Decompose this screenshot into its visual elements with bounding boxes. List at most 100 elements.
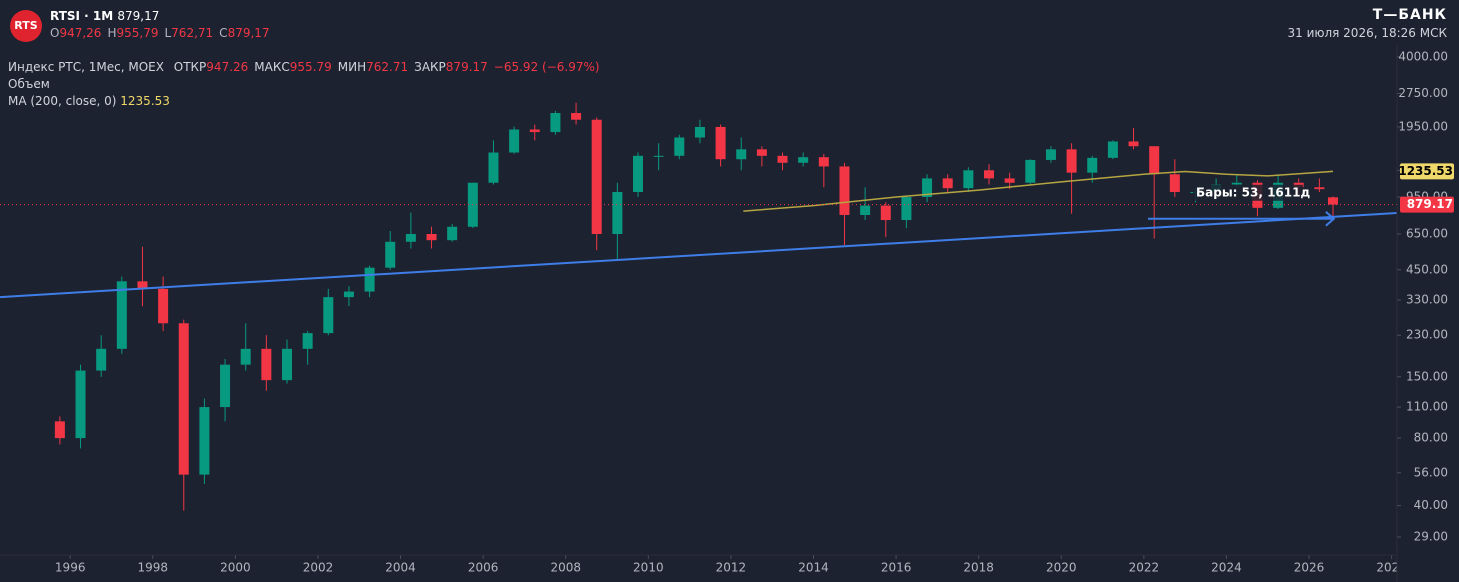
candle-body <box>777 155 788 163</box>
measure-label-bg <box>1192 184 1303 201</box>
candle-body <box>488 152 499 183</box>
candle-body <box>922 178 933 198</box>
candle-body <box>860 205 871 215</box>
ma-value: 1235.53 <box>120 94 170 108</box>
price-tag-label: 1235.53 <box>1398 164 1453 178</box>
candle-body <box>550 113 561 133</box>
legend-key: ОТКР <box>173 60 207 74</box>
legend-value: 955.79 <box>289 60 332 74</box>
candle-body <box>1107 141 1118 158</box>
x-tick-label: 2024 <box>1211 561 1242 575</box>
legend-value: 762.71 <box>366 60 409 74</box>
y-tick-label: 56.00 <box>1414 465 1448 479</box>
y-tick-label: 4000.00 <box>1398 49 1448 63</box>
candle-body <box>1314 187 1325 190</box>
legend-change: −65.92 (−6.97%) <box>493 60 600 74</box>
candle-body <box>158 288 169 324</box>
ohlc-key: O <box>50 26 60 40</box>
candle-body <box>1327 197 1338 205</box>
ma-name: MA (200, close, 0) <box>8 94 117 108</box>
candle-body <box>880 205 891 221</box>
candle-body <box>426 233 437 241</box>
candle-body <box>756 149 767 156</box>
candle-body <box>612 192 623 234</box>
candle-body <box>1169 174 1180 193</box>
header-line: RTSI · 1M 879,17 <box>50 9 160 23</box>
candle-body <box>1149 146 1160 175</box>
candle-body <box>302 333 313 349</box>
y-tick-label: 40.00 <box>1414 498 1448 512</box>
candle-body <box>674 137 685 156</box>
candle-body <box>1025 159 1036 183</box>
legend-key: МИН <box>337 60 367 74</box>
candle-body <box>364 267 375 292</box>
candle-body <box>715 126 726 160</box>
y-tick-label: 1950.00 <box>1398 119 1448 133</box>
candle-body <box>942 178 953 189</box>
candle-body <box>963 170 974 189</box>
candle-body <box>96 348 107 371</box>
ohlc-value: 762,71 <box>171 26 214 40</box>
header-ohlc: O947,26 H955,79 L762,71 C879,17 <box>50 26 276 40</box>
price: 879,17 <box>117 9 160 23</box>
x-tick-label: 2006 <box>468 561 499 575</box>
candle-body <box>571 113 582 120</box>
candle-body <box>323 297 334 334</box>
x-tick-label: 2016 <box>881 561 912 575</box>
candle-body <box>178 323 189 475</box>
price-tag <box>1400 163 1454 180</box>
candle-body <box>1128 141 1139 147</box>
legend-key: МАКС <box>254 60 290 74</box>
candle-body <box>343 291 354 298</box>
y-tick-label: 2750.00 <box>1398 86 1448 100</box>
candle-body <box>220 364 231 408</box>
y-tick-label: 230.00 <box>1406 328 1448 342</box>
legend-key: ЗАКР <box>414 60 446 74</box>
candle-body <box>736 149 747 160</box>
candle-body <box>839 166 850 215</box>
x-tick-label: 2014 <box>798 561 829 575</box>
x-tick-label: 2012 <box>716 561 747 575</box>
brand: Т—БАНК <box>1372 7 1447 23</box>
x-tick-label: 2022 <box>1129 561 1160 575</box>
y-tick-label: 650.00 <box>1406 226 1448 240</box>
candle-body <box>818 157 829 167</box>
ohlc-value: 879,17 <box>227 26 270 40</box>
candle-body <box>447 226 458 241</box>
volume: Объем <box>8 77 50 91</box>
y-tick-label: 80.00 <box>1414 431 1448 445</box>
candle-body <box>591 119 602 234</box>
x-tick-label: 2010 <box>633 561 664 575</box>
candle-body <box>509 129 520 153</box>
ma-legend: MA (200, close, 0) 1235.53 <box>8 94 170 108</box>
ohlc-value: 947,26 <box>59 26 102 40</box>
moving-average <box>743 170 1334 212</box>
y-tick-label: 150.00 <box>1406 369 1448 383</box>
candle-body <box>529 129 540 133</box>
logo: RTS <box>10 10 42 42</box>
candle-body <box>901 197 912 221</box>
price-tag-label: 879.17 <box>1407 197 1453 211</box>
candle-body <box>116 281 127 349</box>
legend-name: Индекс РТС, 1Мес, MOEX <box>8 60 164 74</box>
candle-body <box>261 348 272 381</box>
x-tick-label: 2000 <box>220 561 251 575</box>
candle-body <box>694 126 705 138</box>
x-tick-label: 2026 <box>1294 561 1325 575</box>
y-tick-label: 110.00 <box>1406 400 1448 414</box>
candle-body <box>281 348 292 381</box>
legend-value: 879.17 <box>445 60 488 74</box>
ohlc-key: C <box>219 26 228 40</box>
candle-body <box>1004 178 1015 183</box>
candle-body <box>1066 149 1077 173</box>
candle-body <box>798 157 809 163</box>
candle-body <box>405 233 416 242</box>
ohlc-value: 955,79 <box>116 26 159 40</box>
x-tick-label: 1996 <box>55 561 86 575</box>
legend-value: 947.26 <box>206 60 249 74</box>
x-tick-label: 2008 <box>550 561 581 575</box>
price-tag <box>1400 196 1454 213</box>
x-tick-label: 2018 <box>963 561 994 575</box>
